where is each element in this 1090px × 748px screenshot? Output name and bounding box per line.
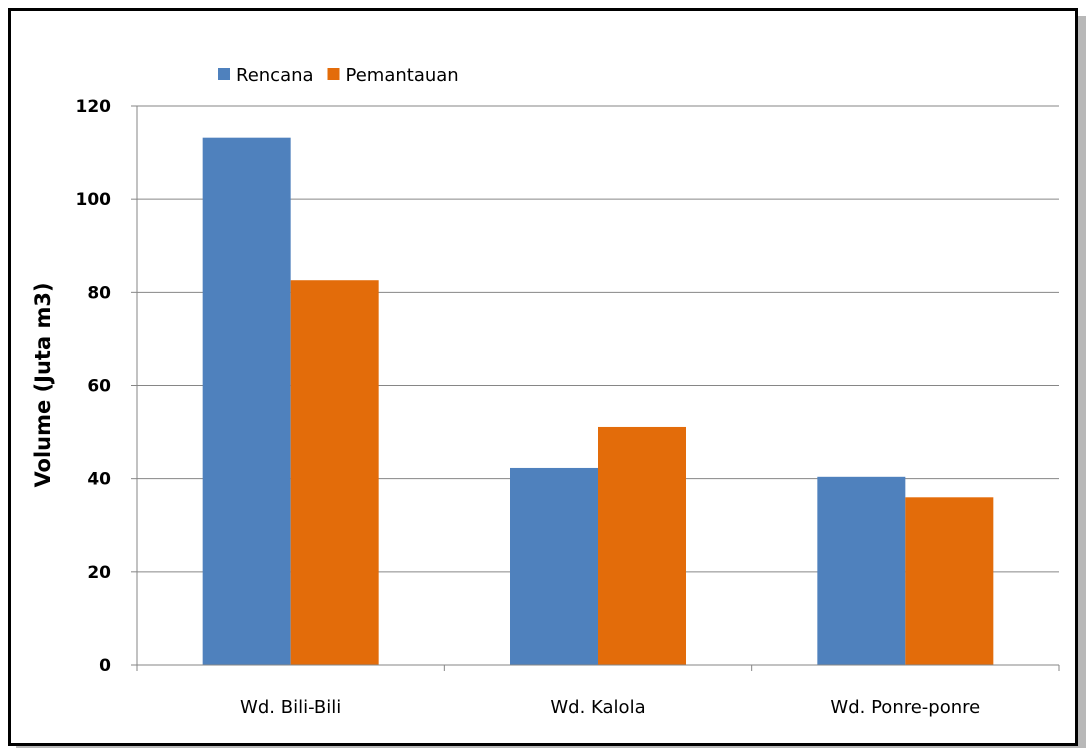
legend: Rencana Pemantauan <box>218 65 459 86</box>
legend-swatch-rencana <box>218 68 230 80</box>
y-axis-title: Volume (Juta m3) <box>31 282 55 487</box>
y-tick-label: 80 <box>87 283 111 303</box>
bar-rencana-3 <box>817 476 906 665</box>
x-tick-label: Wd. Ponre-ponre <box>830 697 980 718</box>
bar-pemantauan-3 <box>905 497 994 665</box>
x-tick-labels: Wd. Bili-Bili Wd. Kalola Wd. Ponre-ponre <box>136 665 1060 718</box>
y-tick-label: 100 <box>76 190 112 210</box>
y-tick-labels: 0 20 40 60 80 100 120 <box>76 97 137 676</box>
bar-pemantauan-2 <box>598 426 686 665</box>
bar-rencana-1 <box>202 137 291 666</box>
y-tick-label: 40 <box>87 470 111 490</box>
x-tick-label: Wd. Bili-Bili <box>240 697 341 718</box>
y-tick-label: 120 <box>76 97 112 117</box>
bar-rencana-2 <box>510 467 598 665</box>
legend-label-pemantauan: Pemantauan <box>346 65 459 86</box>
y-tick-label: 0 <box>99 656 111 676</box>
bars <box>202 137 994 666</box>
y-tick-label: 60 <box>87 377 111 397</box>
legend-swatch-pemantauan <box>327 68 340 80</box>
y-tick-label: 20 <box>87 563 111 583</box>
legend-label-rencana: Rencana <box>236 65 314 86</box>
bar-pemantauan-1 <box>290 280 379 665</box>
x-tick-label: Wd. Kalola <box>550 697 645 718</box>
